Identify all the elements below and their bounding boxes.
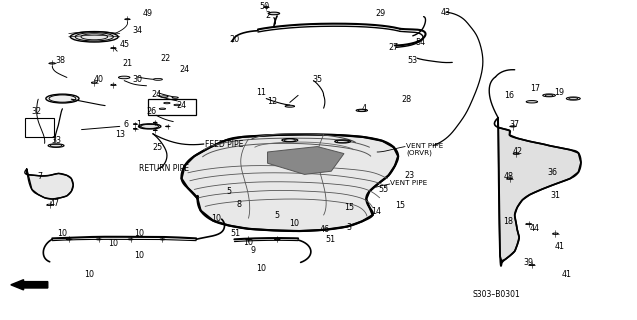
Bar [25, 118, 54, 137]
Ellipse shape [566, 97, 580, 100]
Text: 10: 10 [108, 239, 118, 248]
Text: 18: 18 [503, 217, 513, 226]
Text: 8: 8 [236, 200, 241, 209]
Text: (ORVR): (ORVR) [406, 150, 433, 156]
Text: 34: 34 [132, 26, 142, 35]
Text: 28: 28 [401, 95, 412, 104]
Text: 49: 49 [143, 9, 153, 18]
Text: 5: 5 [227, 188, 232, 196]
Ellipse shape [70, 32, 118, 42]
Text: 37: 37 [510, 120, 520, 129]
Text: 6: 6 [124, 120, 129, 129]
Bar [148, 99, 196, 115]
Text: 10: 10 [134, 252, 144, 260]
Text: 55: 55 [378, 185, 389, 194]
Text: 45: 45 [119, 40, 129, 49]
Text: 24: 24 [180, 65, 190, 74]
Text: 54: 54 [415, 38, 426, 47]
Text: 10: 10 [243, 238, 254, 247]
Text: 19: 19 [554, 88, 564, 97]
Ellipse shape [164, 102, 170, 104]
Text: 50: 50 [259, 2, 269, 11]
Text: 27: 27 [389, 43, 399, 52]
Text: VENT PIPE: VENT PIPE [406, 143, 443, 148]
Text: 12: 12 [268, 97, 278, 106]
Text: 36: 36 [548, 168, 558, 177]
Text: 29: 29 [376, 9, 386, 18]
Text: 40: 40 [94, 76, 104, 84]
Ellipse shape [118, 76, 130, 79]
Ellipse shape [174, 104, 180, 106]
Ellipse shape [139, 124, 161, 129]
Polygon shape [27, 169, 73, 199]
Text: VENT PIPE: VENT PIPE [390, 180, 427, 186]
Text: 2: 2 [265, 11, 270, 20]
Ellipse shape [526, 100, 538, 103]
Text: 10: 10 [84, 270, 94, 279]
Text: 15: 15 [395, 201, 405, 210]
Ellipse shape [154, 78, 162, 80]
Ellipse shape [159, 108, 166, 109]
Ellipse shape [46, 94, 79, 103]
Text: 17: 17 [530, 84, 540, 93]
Text: 22: 22 [161, 54, 171, 63]
Text: 7: 7 [38, 172, 43, 181]
Text: 16: 16 [505, 91, 515, 100]
Ellipse shape [268, 12, 280, 15]
Polygon shape [268, 147, 344, 174]
Text: 10: 10 [57, 229, 68, 238]
Ellipse shape [285, 105, 294, 107]
Ellipse shape [161, 96, 168, 98]
Text: 24: 24 [176, 101, 187, 110]
Polygon shape [182, 134, 398, 231]
Text: 38: 38 [55, 56, 66, 65]
Text: 21: 21 [122, 60, 132, 68]
Text: 48: 48 [503, 172, 513, 181]
Text: FEED PIPE: FEED PIPE [205, 140, 243, 149]
Text: FR.: FR. [51, 279, 70, 289]
Text: 23: 23 [404, 171, 414, 180]
Text: 10: 10 [211, 214, 222, 223]
Text: RETURN PIPE: RETURN PIPE [139, 164, 189, 173]
FancyArrow shape [11, 280, 48, 290]
Text: 53: 53 [408, 56, 418, 65]
Text: S303–B0301: S303–B0301 [473, 290, 520, 299]
Text: 24: 24 [151, 90, 161, 99]
Text: 46: 46 [320, 225, 330, 234]
Text: 3: 3 [347, 223, 352, 232]
Text: 31: 31 [550, 191, 561, 200]
Text: 4: 4 [362, 104, 367, 113]
Text: 9: 9 [251, 246, 256, 255]
Text: 13: 13 [115, 130, 125, 139]
Ellipse shape [356, 109, 368, 112]
Text: 41: 41 [562, 270, 572, 279]
Text: 25: 25 [153, 143, 163, 152]
Text: 20: 20 [229, 35, 240, 44]
Text: 39: 39 [524, 258, 534, 267]
Text: 35: 35 [312, 75, 322, 84]
Ellipse shape [172, 97, 178, 98]
Text: 15: 15 [344, 203, 354, 212]
Text: 47: 47 [50, 199, 60, 208]
Ellipse shape [543, 94, 555, 97]
Text: 10: 10 [289, 220, 299, 228]
Text: 10: 10 [256, 264, 266, 273]
Text: 33: 33 [51, 136, 61, 145]
Text: 10: 10 [134, 229, 144, 238]
Text: 51: 51 [325, 235, 335, 244]
Text: 1: 1 [136, 120, 141, 129]
Text: 44: 44 [530, 224, 540, 233]
Text: 32: 32 [31, 107, 41, 116]
Text: 11: 11 [256, 88, 266, 97]
Text: 30: 30 [132, 75, 142, 84]
Ellipse shape [48, 144, 64, 148]
Text: 43: 43 [441, 8, 451, 17]
Text: 5: 5 [275, 211, 280, 220]
Text: 14: 14 [371, 207, 381, 216]
Polygon shape [498, 118, 581, 262]
Text: 41: 41 [554, 242, 564, 251]
Text: 26: 26 [147, 108, 157, 116]
Text: 42: 42 [512, 147, 522, 156]
Text: 51: 51 [231, 229, 241, 238]
